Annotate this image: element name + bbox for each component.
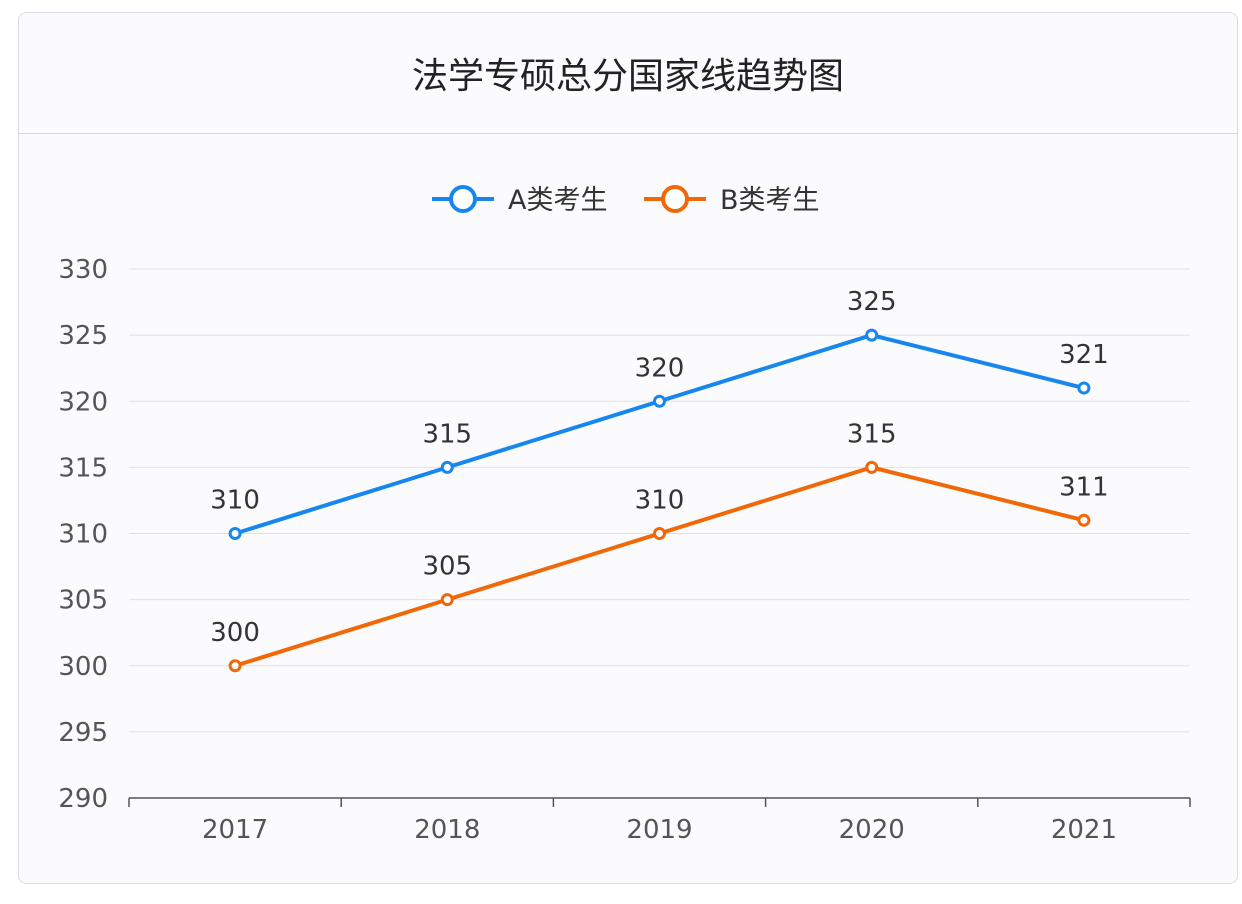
y-tick-label: 300 <box>58 652 108 682</box>
data-label: 325 <box>847 287 897 317</box>
data-point <box>653 394 666 408</box>
y-tick-label: 295 <box>58 718 108 748</box>
legend-marker-icon <box>449 185 477 213</box>
data-point <box>440 460 454 474</box>
chart-title: 法学专硕总分国家线趋势图 <box>411 56 844 97</box>
data-label: 321 <box>1059 340 1109 370</box>
legend-marker-icon <box>661 185 689 213</box>
data-point <box>228 527 242 540</box>
data-point <box>1077 513 1091 527</box>
data-label: 310 <box>635 486 685 516</box>
y-tick-label: 320 <box>58 387 108 417</box>
x-tick-label: 2019 <box>626 815 692 845</box>
data-label: 320 <box>635 353 685 383</box>
data-point <box>865 328 879 342</box>
data-point <box>653 527 666 540</box>
data-label: 315 <box>422 419 472 449</box>
y-tick-label: 330 <box>58 255 108 285</box>
data-point <box>865 460 879 474</box>
y-tick-label: 290 <box>58 784 108 814</box>
data-label: 315 <box>847 419 897 449</box>
y-tick-label: 310 <box>58 520 108 550</box>
data-point <box>1077 381 1091 395</box>
x-tick-label: 2017 <box>202 815 268 845</box>
data-label: 311 <box>1059 472 1109 502</box>
data-point <box>228 659 242 673</box>
x-tick-label: 2020 <box>839 815 905 845</box>
legend-label: A类考生 <box>508 185 607 216</box>
data-label: 300 <box>210 618 260 648</box>
y-tick-label: 325 <box>58 321 108 351</box>
x-tick-label: 2021 <box>1051 815 1117 845</box>
legend-label: B类考生 <box>720 185 820 216</box>
chart-header: 法学专硕总分国家线趋势图 <box>19 13 1237 134</box>
y-tick-label: 305 <box>58 586 108 616</box>
data-point <box>440 593 454 607</box>
chart-card: 法学专硕总分国家线趋势图 <box>18 12 1238 884</box>
data-label: 310 <box>210 486 260 516</box>
y-tick-label: 315 <box>58 453 108 483</box>
data-label: 305 <box>422 552 472 582</box>
x-tick-label: 2018 <box>414 815 480 845</box>
